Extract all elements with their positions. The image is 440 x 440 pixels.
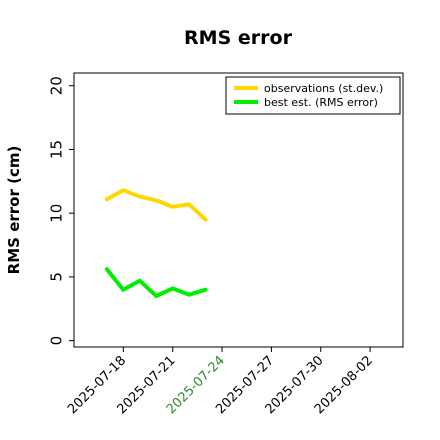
- y-tick-label: 5: [47, 272, 65, 282]
- y-tick-label: 20: [47, 76, 65, 95]
- x-axis-ticks: 2025-07-182025-07-212025-07-242025-07-27…: [65, 347, 376, 417]
- series-line-best-estimate: [104, 267, 208, 298]
- chart-title: RMS error: [184, 27, 293, 49]
- y-axis-ticks: 0 5 10 15 20: [47, 76, 74, 345]
- legend-label-best-estimate: best est. (RMS error): [264, 96, 378, 109]
- series-line-observations: [104, 188, 208, 222]
- y-tick-label: 15: [47, 140, 65, 159]
- legend-box: [225, 76, 401, 115]
- y-tick-label: 0: [47, 336, 65, 346]
- series-lines: [104, 188, 208, 298]
- legend: observations (st.dev.) best est. (RMS er…: [225, 76, 401, 115]
- legend-label-observations: observations (st.dev.): [264, 82, 383, 95]
- y-axis-label: RMS error (cm): [5, 146, 23, 275]
- plot-frame: [73, 72, 404, 348]
- y-tick-label: 10: [47, 204, 65, 223]
